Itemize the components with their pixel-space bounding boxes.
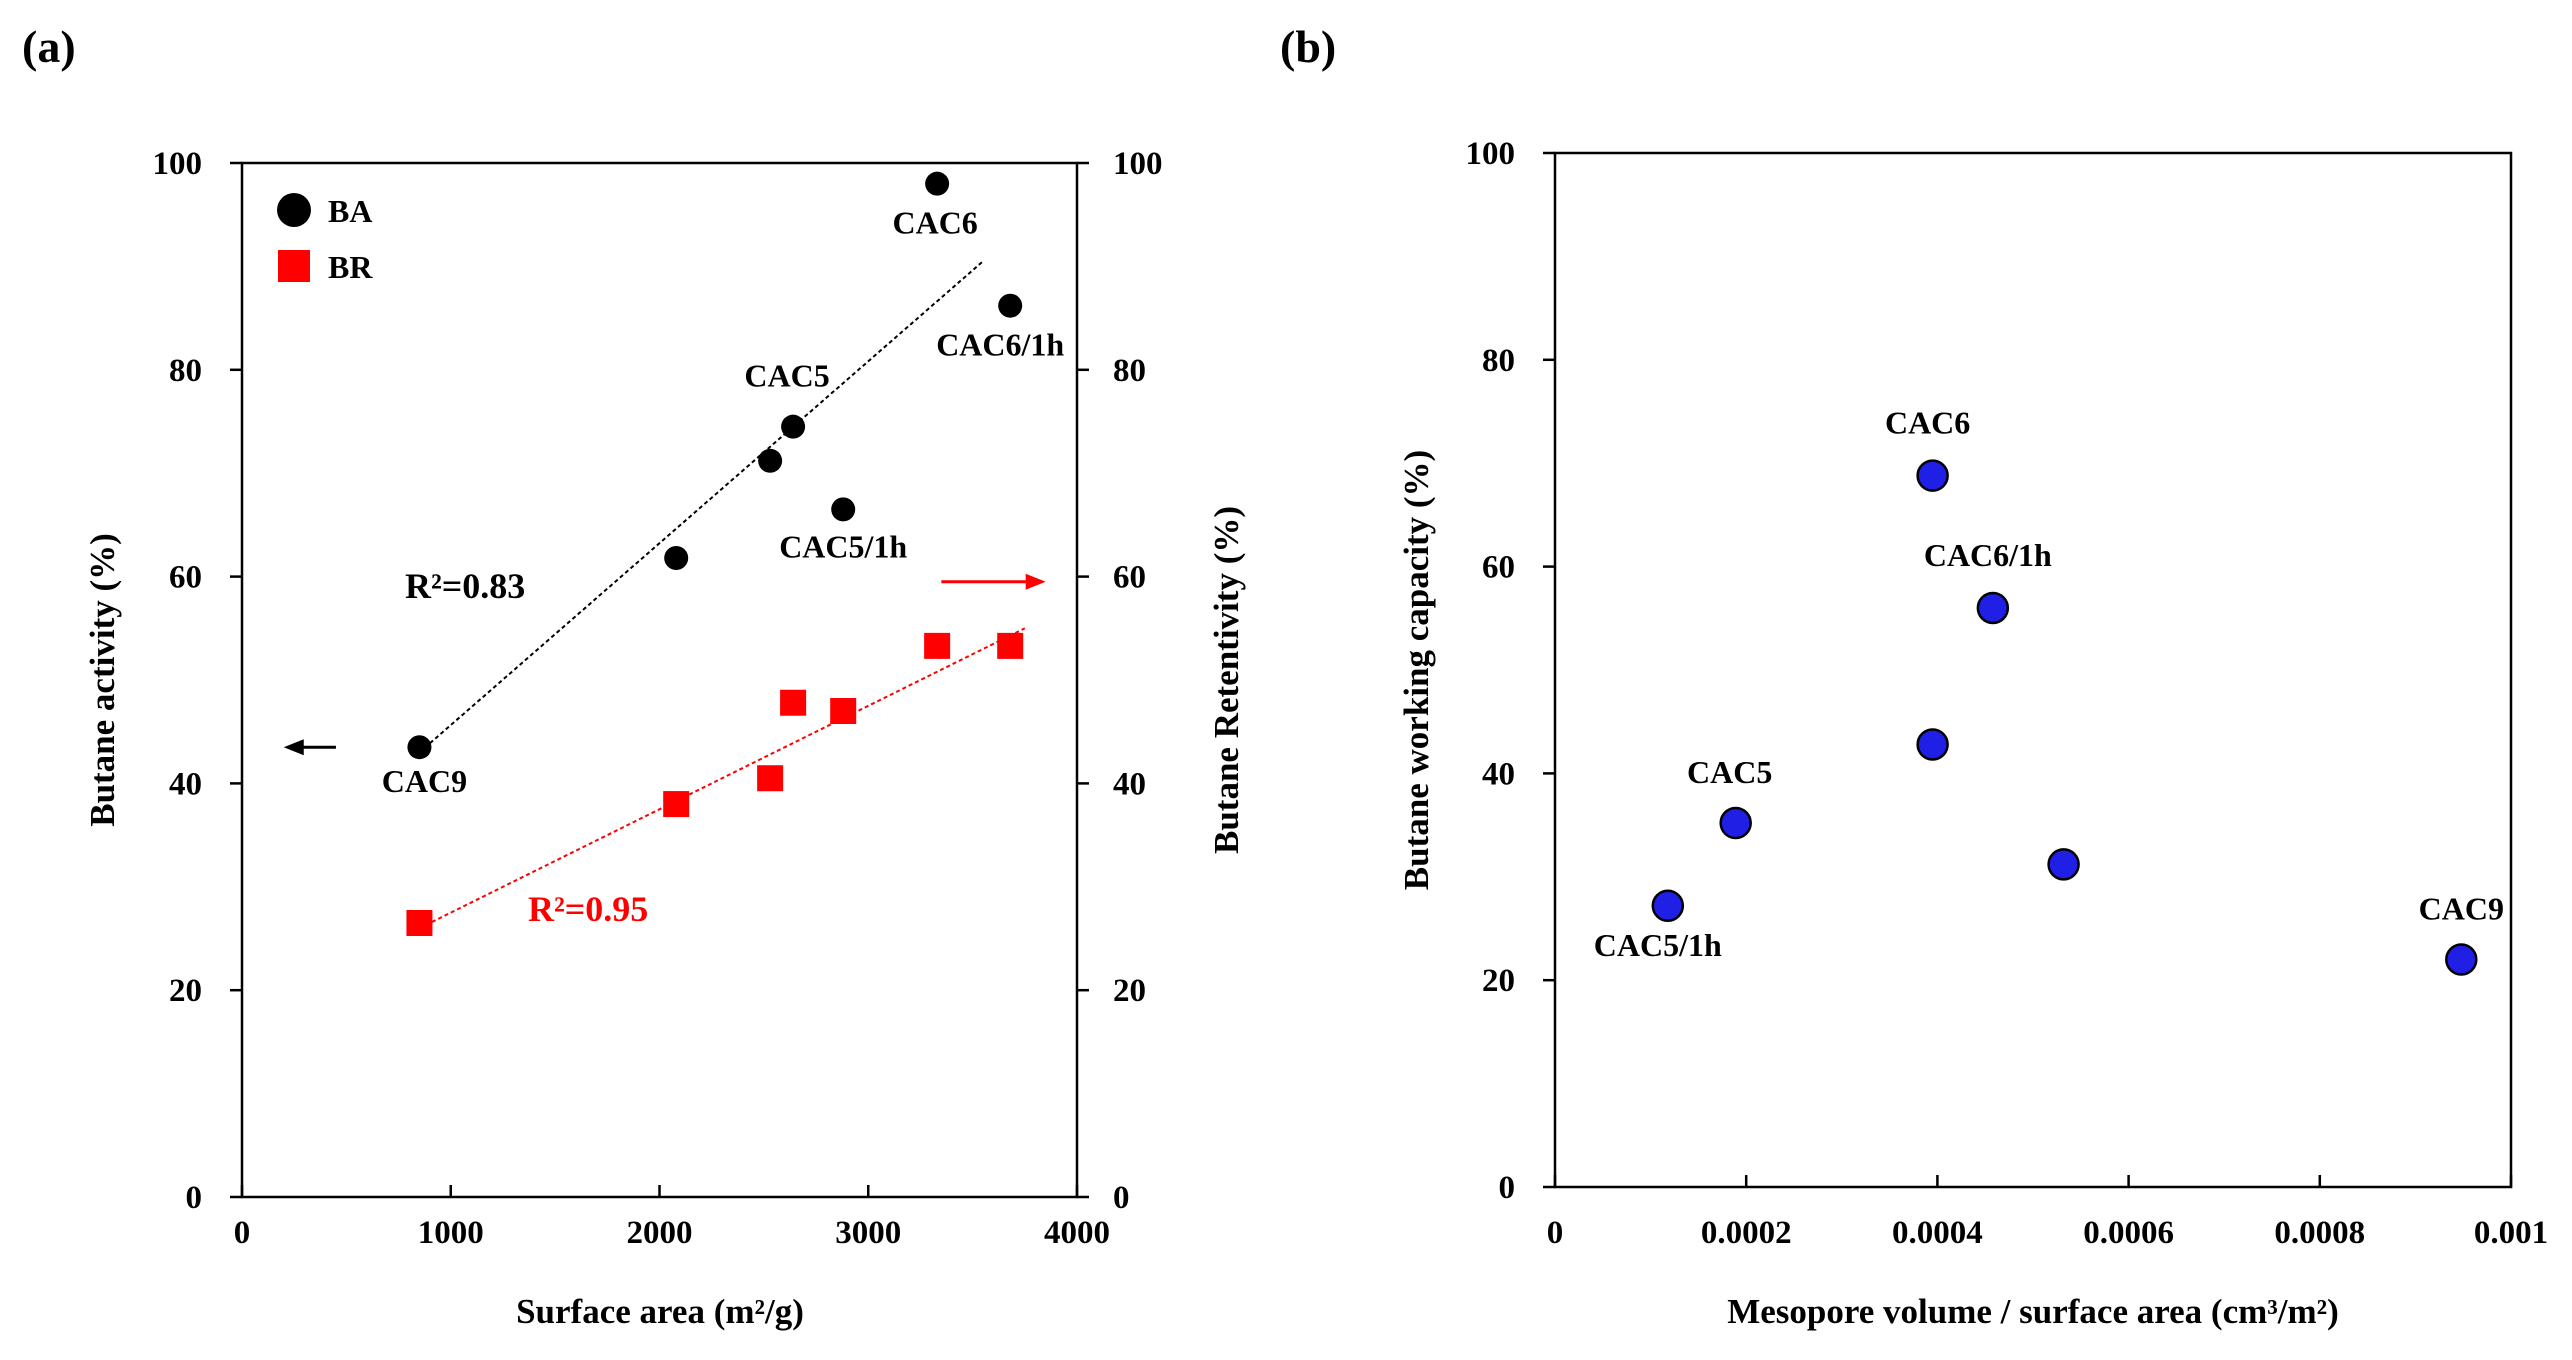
- y-tick-label: 80: [1482, 343, 1515, 379]
- bwc-point: [1976, 591, 2010, 625]
- x-tick-label: 0.0006: [2083, 1215, 2174, 1251]
- ba-r2-label: R²=0.83: [405, 566, 525, 606]
- y-tick-label: 0: [186, 1180, 203, 1216]
- x-tick-label: 0: [1547, 1215, 1564, 1251]
- panel-b-marks: [1651, 459, 2478, 976]
- y-tick-label: 60: [169, 560, 202, 596]
- ba-trendline: [418, 260, 984, 754]
- y-tick-label: 100: [153, 146, 203, 182]
- panel-a-label: (a): [22, 21, 76, 72]
- ba-point: [758, 448, 783, 473]
- ba-point: [831, 497, 856, 522]
- legend-ba-label: BA: [328, 193, 372, 229]
- point-label: CAC5/1h: [1594, 927, 1722, 963]
- br-point: [663, 791, 690, 818]
- panel-a-x-axis-label: Surface area (m²/g): [516, 1292, 804, 1331]
- point-label: CAC6/1h: [936, 327, 1064, 363]
- bwc-point: [2445, 943, 2478, 976]
- br-r2-label: R²=0.95: [528, 889, 648, 929]
- x-tick-label: 4000: [1044, 1215, 1110, 1251]
- legend-br-label: BR: [328, 249, 373, 285]
- panel-b-y-ticks: 0 20 40 60 80 100: [1466, 136, 1555, 1206]
- panel-a-trendlines: R²=0.83 R²=0.95: [405, 260, 1026, 930]
- y-tick-label: 20: [169, 973, 202, 1009]
- panel-b-point-labels: CAC5/1h CAC5 CAC6 CAC6/1h CAC9: [1594, 405, 2504, 963]
- br-trendline: [418, 627, 1026, 930]
- x-tick-label: 2000: [627, 1215, 693, 1251]
- y2-tick-label: 20: [1113, 973, 1146, 1009]
- bwc-point: [1719, 806, 1752, 840]
- y-tick-label: 0: [1499, 1170, 1516, 1206]
- panel-a-y2-axis-label: Butane Retentivity (%): [1207, 506, 1246, 854]
- panel-a-legend: BA BR: [277, 193, 373, 285]
- legend-br-marker: [278, 250, 310, 282]
- ba-point: [925, 171, 950, 196]
- y-tick-label: 40: [1482, 756, 1515, 792]
- panel-a-plot-frame: [240, 161, 1079, 1199]
- br-point: [924, 632, 951, 659]
- panel-a-arrows: [283, 573, 1046, 756]
- br-point: [780, 689, 807, 716]
- y2-tick-label: 40: [1113, 766, 1146, 802]
- y2-tick-label: 100: [1113, 146, 1163, 182]
- ba-point: [664, 545, 689, 570]
- axis-arrow-head: [1025, 573, 1046, 590]
- panel-a-marks: [406, 171, 1024, 936]
- y-tick-label: 40: [169, 766, 202, 802]
- point-label: CAC9: [2419, 891, 2504, 927]
- panel-a-point-labels: CAC9 CAC5 CAC5/1h CAC6 CAC6/1h: [382, 205, 1065, 800]
- br-point: [406, 909, 433, 936]
- point-label: CAC6: [892, 205, 977, 241]
- y-tick-label: 80: [169, 353, 202, 389]
- bwc-point: [2047, 848, 2080, 881]
- point-label: CAC9: [382, 763, 467, 799]
- panel-b-plot: 0 0.0002 0.0004 0.0006 0.0008 0.001 0 20 40 60 80…: [1397, 136, 2548, 1331]
- x-tick-label: 0.0002: [1701, 1215, 1792, 1251]
- br-point: [757, 765, 784, 792]
- y-tick-label: 100: [1466, 136, 1516, 172]
- panel-b-plot-frame: [1553, 151, 2513, 1189]
- point-label: CAC5/1h: [779, 528, 907, 564]
- y2-tick-label: 0: [1113, 1180, 1130, 1216]
- panel-a-plot: 0 1000 2000 3000 4000 0 20 40 60 80 100 0 20 40 60 80…: [83, 146, 1246, 1331]
- y2-tick-label: 60: [1113, 560, 1146, 596]
- y-tick-label: 20: [1482, 963, 1515, 999]
- x-tick-label: 0: [234, 1215, 251, 1251]
- br-point: [830, 698, 857, 725]
- panel-a-x-ticks: 0 1000 2000 3000 4000: [234, 1185, 1110, 1251]
- x-tick-label: 0.0008: [2274, 1215, 2365, 1251]
- ba-point: [998, 293, 1023, 318]
- panel-b-y-axis-label: Butane working capacity (%): [1397, 450, 1436, 890]
- point-label: CAC5: [1687, 754, 1772, 790]
- ba-point: [781, 414, 806, 439]
- x-tick-label: 0.0004: [1892, 1215, 1983, 1251]
- x-tick-label: 0.001: [2474, 1215, 2548, 1251]
- ba-point: [407, 735, 432, 760]
- axis-arrow-head: [283, 739, 304, 756]
- bwc-point: [1651, 889, 1685, 923]
- legend-ba-marker: [277, 193, 311, 227]
- y2-tick-label: 80: [1113, 353, 1146, 389]
- x-tick-label: 3000: [835, 1215, 901, 1251]
- y-tick-label: 60: [1482, 550, 1515, 586]
- x-tick-label: 1000: [418, 1215, 484, 1251]
- panel-a-y-axis-label: Butane activity (%): [83, 533, 122, 827]
- bwc-point: [1916, 728, 1949, 761]
- panel-b-x-axis-label: Mesopore volume / surface area (cm³/m²): [1727, 1292, 2339, 1331]
- br-point: [997, 632, 1024, 659]
- panel-a-y-ticks: 0 20 40 60 80 100: [153, 146, 242, 1216]
- panel-a-y2-ticks: 0 20 40 60 80 100: [1077, 146, 1163, 1216]
- bwc-point: [1916, 459, 1949, 492]
- point-label: CAC6/1h: [1924, 537, 2052, 573]
- panel-b-x-ticks: 0 0.0002 0.0004 0.0006 0.0008 0.001: [1547, 1175, 2548, 1251]
- panel-b-label: (b): [1280, 21, 1336, 72]
- point-label: CAC5: [744, 358, 829, 394]
- point-label: CAC6: [1885, 405, 1970, 441]
